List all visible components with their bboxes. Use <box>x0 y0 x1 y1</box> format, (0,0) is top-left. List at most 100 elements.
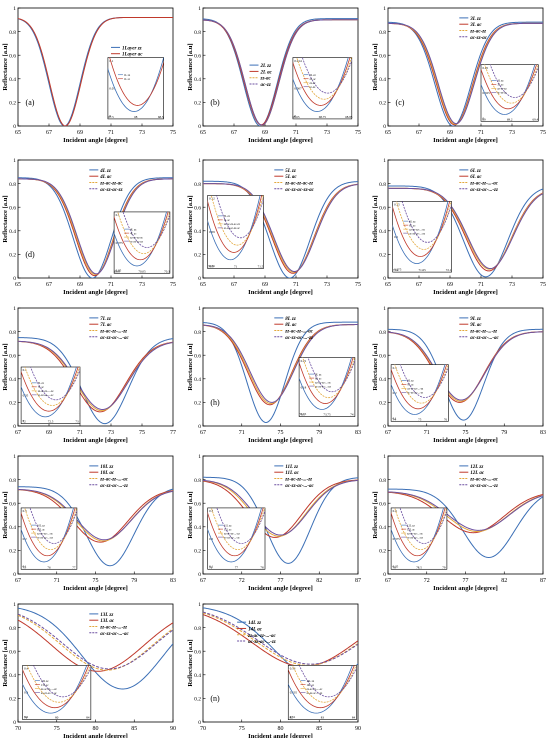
inset-x-tick-label: 84 <box>352 716 356 720</box>
inset-y-tick-label: 0.18 <box>301 385 307 389</box>
y-tick-label: 0.8 <box>9 626 16 632</box>
inset-series-line-0 <box>207 195 261 261</box>
inset-series-line-2 <box>24 507 77 551</box>
legend-entry: ac-zz-ac <box>470 36 487 41</box>
inset-x-tick-label: 73 <box>75 420 79 424</box>
x-tick-label: 77 <box>170 430 176 436</box>
x-tick-label: 90 <box>170 726 176 732</box>
legend-entry: zz-ac-zz-...-ac <box>99 478 128 483</box>
legend-entry: ac-zz <box>261 83 271 88</box>
curves-group <box>203 18 358 126</box>
legend-entry: ac-zz-ac-...-ac <box>470 336 499 341</box>
inset-y-tick-label: 0.1 <box>109 59 113 63</box>
x-tick-label: 65 <box>200 282 206 288</box>
series-line-1 <box>18 619 173 672</box>
inset-curves <box>292 57 352 112</box>
inset-legend-entry: ac-zz-ac-...-zz <box>307 692 324 695</box>
inset-x-tick-label: 71.65 <box>419 268 427 272</box>
x-tick-label: 70 <box>15 726 21 732</box>
legend-entry: ac-zz-ac-...-zz <box>248 640 276 645</box>
inset-series-line-2 <box>210 195 264 246</box>
x-tick-label: 75 <box>463 430 469 436</box>
inset-curves <box>299 357 355 410</box>
inset-series-line-1 <box>207 195 263 253</box>
y-tick-label: 0.4 <box>9 77 16 83</box>
legend-entry: ac-zz-ac-...-zz <box>100 484 128 489</box>
inset-series-line-0 <box>21 507 74 563</box>
x-tick-label: 87 <box>540 578 546 584</box>
x-axis-label: Incident angle [degree] <box>248 733 313 738</box>
inset-legend-entry: 9L zz <box>407 380 414 383</box>
y-tick-label: 0 <box>13 720 16 726</box>
legend-entry: 11L ac <box>285 471 299 476</box>
x-tick-label: 71 <box>108 282 114 288</box>
x-axis-label: Incident angle [degree] <box>433 437 498 444</box>
inset-curves <box>107 57 164 112</box>
x-tick-label: 73 <box>139 282 145 288</box>
series-line-0 <box>388 488 543 558</box>
y-tick-label: 0.4 <box>379 525 386 531</box>
y-tick-label: 1 <box>198 454 201 460</box>
inset-y-tick-label: 0.05 <box>23 394 29 398</box>
inset-legend-entry: 8L ac <box>315 377 322 380</box>
y-axis-label: Reflectance [a.u] <box>187 343 194 390</box>
legend-entry: ac-zz-ac-...-ac <box>100 336 129 341</box>
inset-y-tick-label: 0 <box>23 419 25 423</box>
inset-series-line-2 <box>292 665 357 703</box>
inset-legend-entry: 6L ac <box>409 224 416 227</box>
y-tick-label: 1 <box>383 454 386 460</box>
inset-legend-entry: 13L zz <box>41 680 49 683</box>
legend-entry: 2L ac <box>260 70 273 75</box>
y-tick-label: 0.6 <box>379 353 386 359</box>
y-tick-label: 0.4 <box>9 673 16 679</box>
inset-x-tick-label: 76 <box>24 716 28 720</box>
inset-curves <box>288 665 357 714</box>
inset-x-tick-label: 73.75 <box>323 413 331 417</box>
inset-legend-entry: ac-zz-ac <box>497 92 507 95</box>
inset-y-tick-label: 0.56 <box>290 667 296 671</box>
y-tick-label: 0.8 <box>379 330 386 336</box>
x-axis-label: Incident angle [degree] <box>63 585 128 592</box>
y-tick-label: 0.6 <box>379 53 386 59</box>
x-tick-label: 65 <box>200 130 206 136</box>
legend-entry: zz-ac-zz-...-zz <box>284 478 312 483</box>
x-tick-label: 73 <box>509 282 515 288</box>
inset-series-line-2 <box>26 665 91 703</box>
inset-y-tick-label: 0.3 <box>393 366 397 370</box>
inset-x-tick-label: 79 <box>442 565 446 569</box>
y-axis-label: Reflectance [a.u] <box>187 195 194 242</box>
inset-x-tick-label: 67.5 <box>108 115 114 119</box>
x-tick-label: 85 <box>316 726 322 732</box>
legend-entry: zz-ac-zz-...-zz <box>99 330 127 335</box>
x-tick-label: 75 <box>355 130 361 136</box>
inset-curves <box>207 195 264 261</box>
legend-entry: 4L zz <box>99 169 111 174</box>
series-line-1 <box>18 340 173 413</box>
y-tick-label: 0 <box>198 276 201 282</box>
curves-group <box>388 328 543 421</box>
inset-y-tick-label: 0.4 <box>24 667 28 671</box>
inset-legend-entry: ac-zz-ac-zz-ac <box>224 227 241 230</box>
inset-legend-entry: zz-ac-zz-...-ac <box>315 381 332 384</box>
x-tick-label: 65 <box>385 130 391 136</box>
inset-series-line-0 <box>288 665 353 714</box>
x-axis-label: Incident angle [degree] <box>433 289 498 296</box>
inset-series-line-2 <box>394 507 447 551</box>
series-line-3 <box>203 183 358 272</box>
x-tick-label: 65 <box>15 130 21 136</box>
inset-y-tick-label: 0.3 <box>24 691 28 695</box>
inset-y-tick-label: 0.1 <box>209 564 213 568</box>
inset-legend-entry: 11L ac <box>224 528 232 531</box>
inset-legend-entry: zz-ac-zz-...-ac <box>409 228 426 231</box>
series-line-3 <box>388 331 543 401</box>
series-line-3 <box>203 324 358 403</box>
inset-x-tick-label: 75 <box>418 417 422 421</box>
